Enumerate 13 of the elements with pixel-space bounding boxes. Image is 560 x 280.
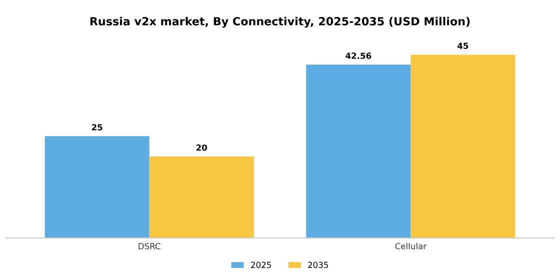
bar (306, 64, 411, 238)
legend-label: 2025 (251, 262, 271, 268)
data-label: 45 (458, 42, 468, 49)
chart-title: Russia v2x market, By Connectivity, 2025-2035 (USD Million) (90, 16, 470, 28)
data-label: 20 (196, 144, 207, 151)
x-tick-label: DSRC (138, 243, 160, 250)
x-tick-label: Cellular (395, 242, 427, 250)
bar (149, 156, 254, 238)
bar (44, 136, 150, 238)
data-label: 25 (92, 124, 102, 130)
legend-label: 2035 (308, 262, 328, 268)
bar (410, 54, 516, 238)
data-label: 42.56 (346, 52, 372, 59)
